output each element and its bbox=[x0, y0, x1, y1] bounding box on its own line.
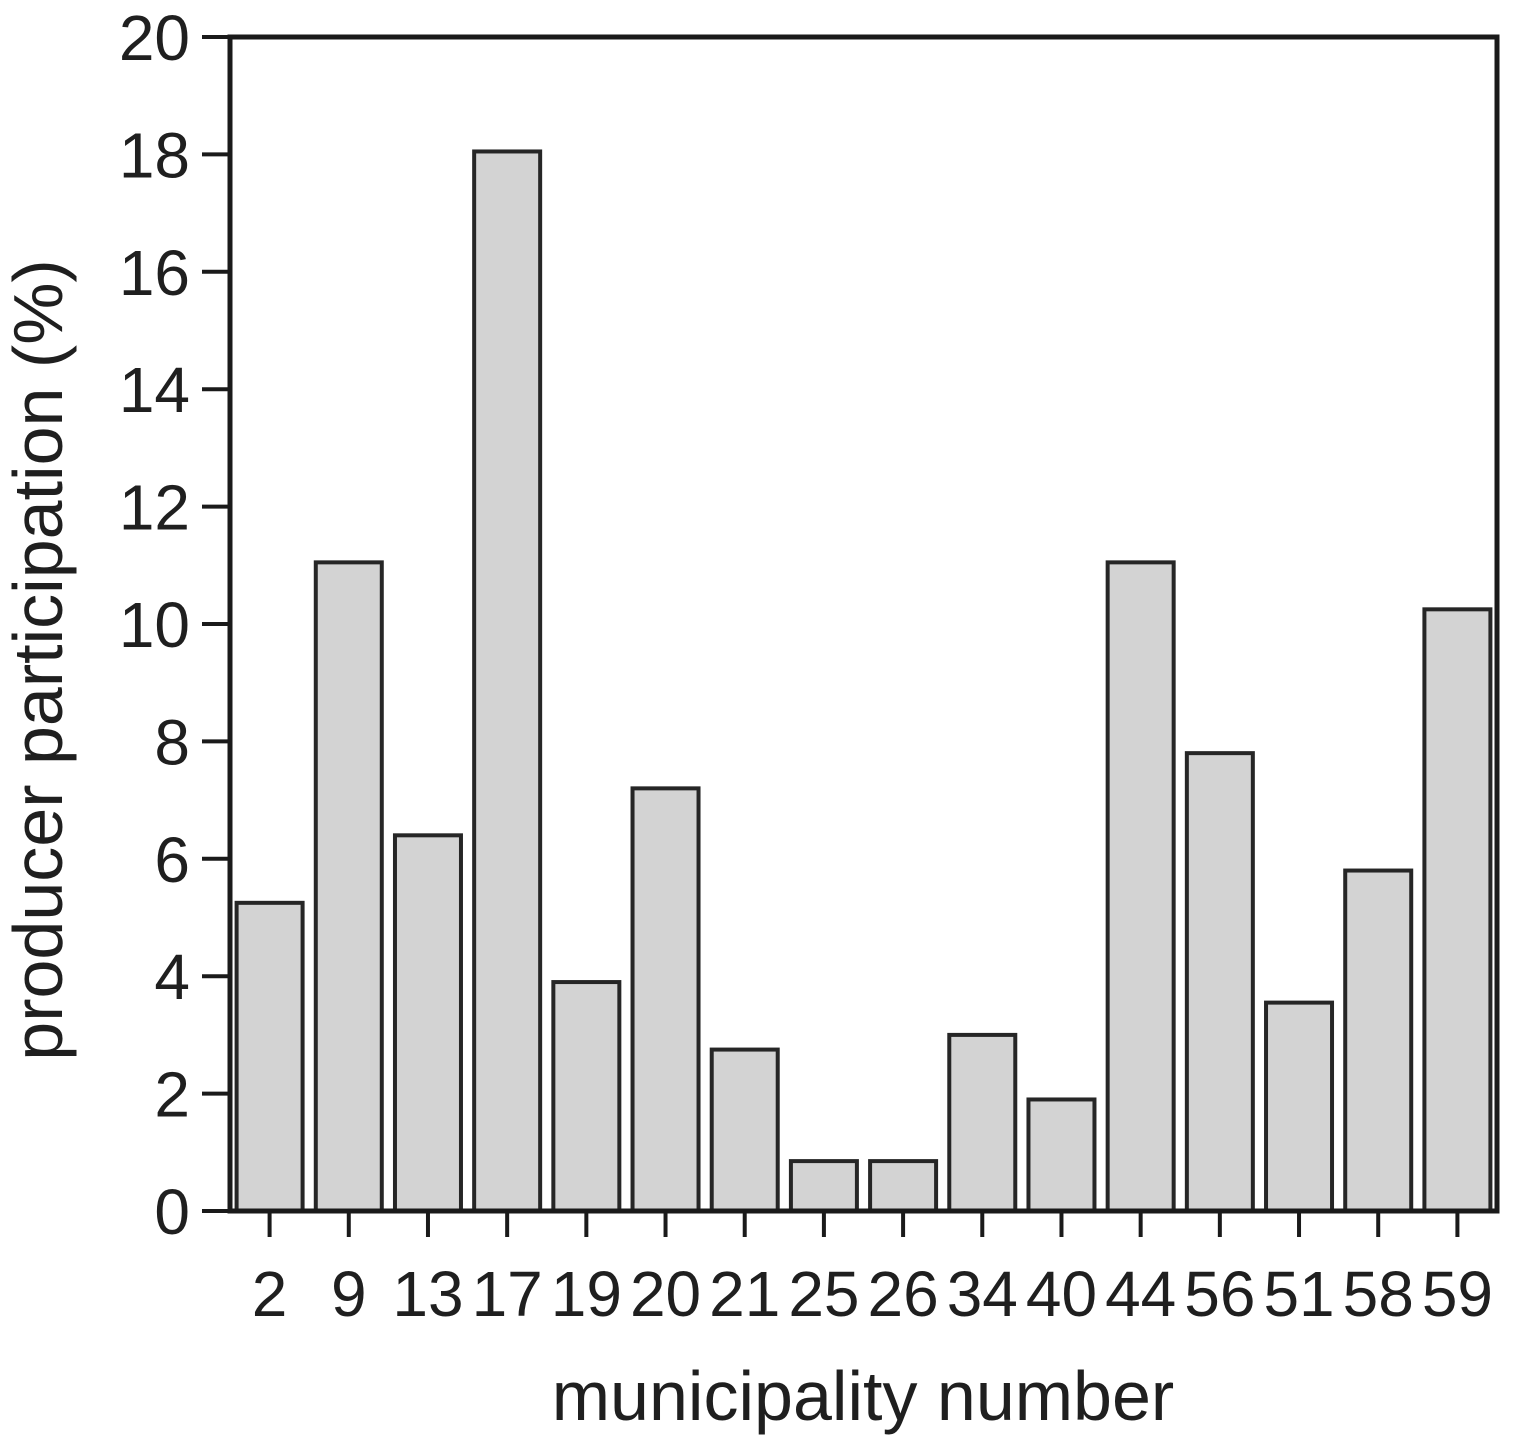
x-tick-label: 26 bbox=[868, 1258, 939, 1330]
y-tick-label: 16 bbox=[119, 237, 190, 309]
x-tick-label: 21 bbox=[709, 1258, 780, 1330]
bar bbox=[234, 900, 305, 1213]
x-tick-label: 2 bbox=[252, 1258, 288, 1330]
x-tick-label: 58 bbox=[1343, 1258, 1414, 1330]
x-tick-label: 20 bbox=[630, 1258, 701, 1330]
y-tick-label: 10 bbox=[119, 589, 190, 661]
bar bbox=[1026, 1097, 1097, 1213]
y-tick-label: 6 bbox=[154, 824, 190, 896]
bar bbox=[709, 1047, 780, 1213]
y-tick-label: 8 bbox=[154, 706, 190, 778]
bar bbox=[788, 1159, 859, 1213]
bar bbox=[1422, 607, 1493, 1213]
y-tick-label: 12 bbox=[119, 472, 190, 544]
bar bbox=[630, 786, 701, 1213]
bar bbox=[1184, 751, 1255, 1213]
x-tick-label: 19 bbox=[551, 1258, 622, 1330]
x-tick-label: 25 bbox=[788, 1258, 859, 1330]
bar bbox=[313, 560, 384, 1213]
y-tick-label: 18 bbox=[119, 119, 190, 191]
y-tick-label: 4 bbox=[154, 941, 190, 1013]
x-tick-label: 9 bbox=[331, 1258, 367, 1330]
y-tick-label: 14 bbox=[119, 354, 190, 426]
x-tick-label: 40 bbox=[1026, 1258, 1097, 1330]
bar bbox=[392, 833, 463, 1213]
x-tick-label: 17 bbox=[472, 1258, 543, 1330]
x-tick-label: 59 bbox=[1422, 1258, 1493, 1330]
bar bbox=[472, 149, 543, 1214]
bar bbox=[868, 1159, 939, 1213]
x-tick-label: 44 bbox=[1105, 1258, 1176, 1330]
bar bbox=[1343, 868, 1414, 1213]
bar bbox=[1105, 560, 1176, 1213]
x-tick-label: 56 bbox=[1184, 1258, 1255, 1330]
y-tick-label: 20 bbox=[119, 2, 190, 74]
y-tick-label: 0 bbox=[154, 1176, 190, 1248]
y-tick-label: 2 bbox=[154, 1059, 190, 1131]
bar bbox=[947, 1032, 1018, 1214]
x-tick-label: 51 bbox=[1263, 1258, 1334, 1330]
y-axis-title: producer participation (%) bbox=[0, 259, 77, 1060]
x-tick-label: 34 bbox=[947, 1258, 1018, 1330]
x-tick-label: 13 bbox=[392, 1258, 463, 1330]
x-axis-title: municipality number bbox=[552, 1357, 1174, 1435]
bar bbox=[1264, 1000, 1335, 1213]
bar bbox=[551, 980, 622, 1213]
